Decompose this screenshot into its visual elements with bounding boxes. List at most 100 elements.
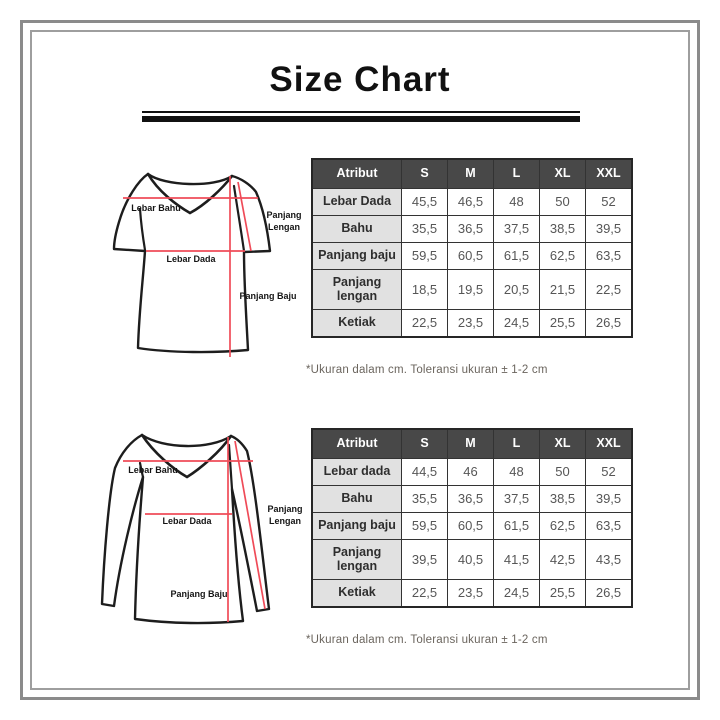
left-sleeve-seam [138, 461, 145, 479]
v-neckline [146, 172, 234, 215]
value-cell: 21,5 [539, 269, 586, 311]
value-cell: 48 [493, 457, 540, 487]
value-cell: 39,5 [585, 215, 633, 244]
header-size: S [401, 158, 448, 189]
value-cell: 46,5 [447, 187, 494, 217]
measure-line-panjang-lengan [237, 181, 252, 252]
value-cell: 20,5 [493, 269, 540, 311]
value-cell: 62,5 [539, 512, 586, 541]
header-size: L [493, 428, 540, 459]
header-size: L [493, 158, 540, 189]
header-size: M [447, 158, 494, 189]
value-cell: 61,5 [493, 242, 540, 271]
value-cell: 37,5 [493, 485, 540, 514]
table-row: Panjang lengan 18,5 19,5 20,5 21,5 22,5 [311, 269, 633, 311]
label-panjang-baju: Panjang Baju [239, 291, 296, 301]
header-size: XL [539, 428, 586, 459]
value-cell: 37,5 [493, 215, 540, 244]
value-cell: 22,5 [401, 579, 448, 608]
attribute-cell: Ketiak [311, 579, 402, 608]
value-cell: 25,5 [539, 309, 586, 338]
value-cell: 60,5 [447, 512, 494, 541]
left-sleeve-seam [138, 207, 147, 252]
value-cell: 23,5 [447, 579, 494, 608]
underline-thin-bar [142, 111, 580, 113]
value-cell: 35,5 [401, 215, 448, 244]
value-cell: 39,5 [401, 539, 448, 581]
page-title: Size Chart [269, 60, 451, 99]
header-size: S [401, 428, 448, 459]
value-cell: 44,5 [401, 457, 448, 487]
value-cell: 43,5 [585, 539, 633, 581]
value-cell: 42,5 [539, 539, 586, 581]
value-cell: 18,5 [401, 269, 448, 311]
table-row: Lebar dada 44,5 46 48 50 52 [311, 457, 633, 487]
value-cell: 23,5 [447, 309, 494, 338]
attribute-cell: Bahu [311, 215, 402, 244]
label-panjang-lengan-line1: Panjang [266, 210, 301, 220]
attribute-cell: Ketiak [311, 309, 402, 338]
value-cell: 46 [447, 457, 494, 487]
table-row: Bahu 35,5 36,5 37,5 38,5 39,5 [311, 485, 633, 514]
right-sleeve-seam [227, 443, 234, 491]
measure-line-panjang-lengan [234, 440, 266, 610]
table-header-row: Atribut S M L XL XXL [311, 428, 633, 459]
value-cell: 63,5 [585, 512, 633, 541]
label-lebar-dada: Lebar Dada [162, 516, 212, 526]
value-cell: 45,5 [401, 187, 448, 217]
value-cell: 38,5 [539, 215, 586, 244]
shirt-outline [112, 172, 272, 354]
table-row: Panjang baju 59,5 60,5 61,5 62,5 63,5 [311, 512, 633, 541]
value-cell: 24,5 [493, 309, 540, 338]
value-cell: 26,5 [585, 309, 633, 338]
attribute-cell: Panjang lengan [311, 539, 402, 581]
label-lebar-dada: Lebar Dada [166, 254, 216, 264]
table-row: Ketiak 22,5 23,5 24,5 25,5 26,5 [311, 579, 633, 608]
label-lebar-bahu: Lebar Bahu [131, 203, 181, 213]
underline-thick-bar [142, 116, 580, 122]
table-row: Lebar Dada 45,5 46,5 48 50 52 [311, 187, 633, 217]
size-note: *Ukuran dalam cm. Toleransi ukuran ± 1-2… [306, 634, 548, 646]
value-cell: 36,5 [447, 485, 494, 514]
header-size: XXL [585, 428, 633, 459]
value-cell: 60,5 [447, 242, 494, 271]
title-underline [142, 111, 580, 122]
attribute-cell: Bahu [311, 485, 402, 514]
right-sleeve-seam [232, 184, 246, 253]
value-cell: 52 [585, 187, 633, 217]
label-panjang-lengan-line2: Lengan [268, 222, 300, 232]
table-row: Panjang lengan 39,5 40,5 41,5 42,5 43,5 [311, 539, 633, 581]
value-cell: 38,5 [539, 485, 586, 514]
table-row: Ketiak 22,5 23,5 24,5 25,5 26,5 [311, 309, 633, 338]
table-header-row: Atribut S M L XL XXL [311, 158, 633, 189]
value-cell: 52 [585, 457, 633, 487]
short-sleeve-shirt-diagram: Lebar Bahu Lebar Dada Panjang Lengan Pan… [98, 160, 322, 383]
value-cell: 22,5 [585, 269, 633, 311]
header-size: M [447, 428, 494, 459]
value-cell: 62,5 [539, 242, 586, 271]
size-note: *Ukuran dalam cm. Toleransi ukuran ± 1-2… [306, 364, 548, 376]
attribute-cell: Panjang baju [311, 242, 402, 271]
attribute-cell: Lebar dada [311, 457, 402, 487]
value-cell: 50 [539, 457, 586, 487]
value-cell: 50 [539, 187, 586, 217]
value-cell: 25,5 [539, 579, 586, 608]
attribute-cell: Panjang baju [311, 512, 402, 541]
table-row: Panjang baju 59,5 60,5 61,5 62,5 63,5 [311, 242, 633, 271]
value-cell: 41,5 [493, 539, 540, 581]
value-cell: 36,5 [447, 215, 494, 244]
short-sleeve-size-table: Atribut S M L XL XXL Lebar Dada 45,5 46,5 48 50 52 B… [311, 158, 633, 339]
value-cell: 48 [493, 187, 540, 217]
label-lebar-bahu: Lebar Bahu [128, 465, 178, 475]
value-cell: 61,5 [493, 512, 540, 541]
table-row: Bahu 35,5 36,5 37,5 38,5 39,5 [311, 215, 633, 244]
value-cell: 22,5 [401, 309, 448, 338]
v-neckline [140, 433, 233, 479]
attribute-cell: Panjang lengan [311, 269, 402, 311]
long-sleeve-size-table: Atribut S M L XL XXL Lebar dada 44,5 46 48 50 52 Bah… [311, 428, 633, 609]
value-cell: 59,5 [401, 242, 448, 271]
label-panjang-lengan-line2: Lengan [269, 516, 301, 526]
value-cell: 40,5 [447, 539, 494, 581]
value-cell: 39,5 [585, 485, 633, 514]
value-cell: 19,5 [447, 269, 494, 311]
